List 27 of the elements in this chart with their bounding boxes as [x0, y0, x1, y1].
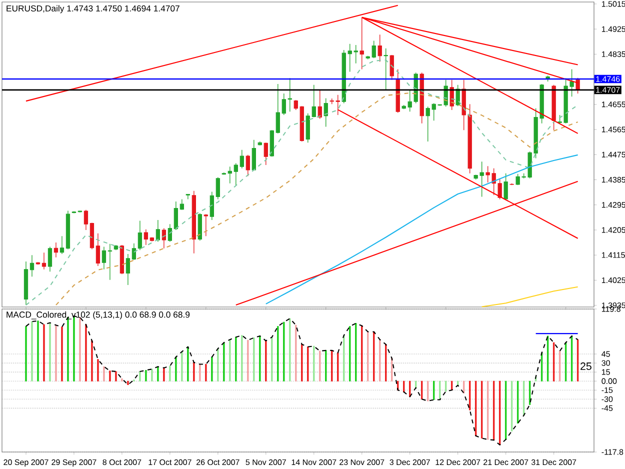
ref-line-label: 1.4707	[596, 87, 620, 93]
x-tick-label: 31 Dec 2007	[531, 459, 576, 466]
x-tick-label: 20 Sep 2007	[4, 459, 48, 467]
x-tick-label: 26 Oct 2007	[196, 459, 240, 466]
chart-title: MACD_Colored_v102 (5,13,1) 0.0 68.9 0.0 68.9	[6, 311, 190, 320]
y-tick-label: 119.8	[602, 306, 620, 312]
x-tick-label: 23 Nov 2007	[340, 459, 384, 466]
x-tick-label: 5 Nov 2007	[246, 459, 286, 466]
x-tick-label: 29 Sep 2007	[52, 459, 96, 467]
y-tick-label: 1.4115	[602, 252, 625, 258]
y-tick-label: 30	[602, 360, 610, 366]
y-tick-label: 0.00	[602, 378, 617, 384]
y-tick-label: 45	[602, 351, 610, 357]
y-tick-label: 15	[602, 369, 610, 375]
chart-title: EURUSD,Daily 1.4743 1.4750 1.4694 1.4707	[6, 5, 180, 14]
x-tick-label: 21 Dec 2007	[484, 459, 528, 466]
ref-line-label: 1.4746	[596, 76, 620, 82]
y-tick-label: -15	[602, 387, 613, 393]
x-tick-label: 14 Nov 2007	[292, 459, 336, 466]
y-tick-label: -45	[602, 405, 613, 411]
x-tick-label: 8 Oct 2007	[102, 459, 142, 466]
x-tick-label: 3 Dec 2007	[390, 459, 430, 466]
annotation: 25	[580, 362, 592, 370]
x-tick-label: 17 Oct 2007	[148, 459, 192, 466]
y-tick-label: -117.8	[602, 449, 624, 455]
y-tick-label: -30	[602, 396, 613, 402]
x-tick-label: 12 Dec 2007	[436, 459, 480, 466]
